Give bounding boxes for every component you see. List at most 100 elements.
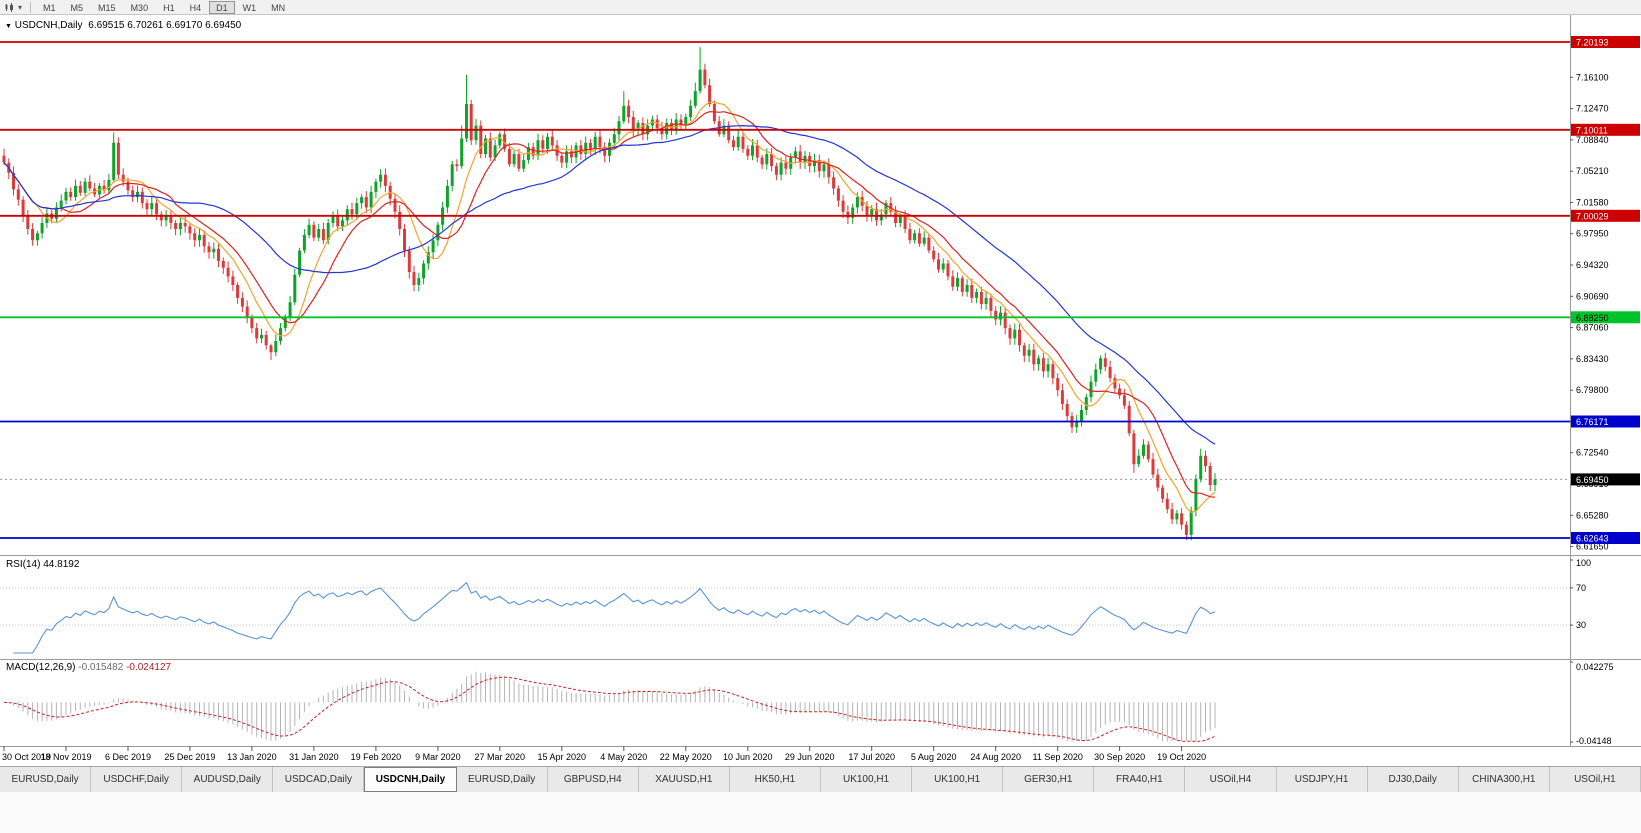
timeframe-buttons: M1 M5 M15 M30 H1 H4 D1 W1 MN bbox=[36, 0, 292, 14]
svg-text:6 Dec 2019: 6 Dec 2019 bbox=[105, 752, 151, 762]
timeframe-button-mn[interactable]: MN bbox=[271, 2, 286, 13]
price-chart-canvas[interactable]: 7.16100 7.12470 7.08840 7.05210 7.01580 6.979… bbox=[0, 15, 1641, 766]
chart-tab-6-gbpusd-h4[interactable]: GBPUSD,H4 bbox=[547, 767, 639, 792]
svg-text:17 Jul 2020: 17 Jul 2020 bbox=[848, 752, 895, 762]
svg-text:6.87060: 6.87060 bbox=[1576, 323, 1609, 333]
macd-signal-line bbox=[3, 676, 1216, 742]
rsi-indicator-label: RSI(14) 44.8192 bbox=[6, 559, 79, 570]
svg-text:27 Mar 2020: 27 Mar 2020 bbox=[475, 752, 526, 762]
toolbar-separator bbox=[30, 1, 32, 13]
timeframe-button-m30[interactable]: M30 bbox=[130, 2, 149, 13]
chart-title: ▼ USDCNH,Daily 6.69515 6.70261 6.69170 6… bbox=[5, 20, 241, 31]
window-background bbox=[0, 792, 1641, 833]
svg-text:30 Sep 2020: 30 Sep 2020 bbox=[1094, 752, 1145, 762]
svg-text:100: 100 bbox=[1576, 558, 1591, 568]
rsi-panel: 100 70 30 bbox=[0, 558, 1591, 654]
svg-text:29 Jun 2020: 29 Jun 2020 bbox=[785, 752, 835, 762]
svg-text:0.042275: 0.042275 bbox=[1576, 662, 1614, 672]
timeframe-button-w1[interactable]: W1 bbox=[242, 2, 257, 13]
macd-indicator-label: MACD(12,26,9) -0.015482 -0.024127 bbox=[6, 662, 171, 673]
svg-text:19 Feb 2020: 19 Feb 2020 bbox=[351, 752, 402, 762]
svg-text:7.05210: 7.05210 bbox=[1576, 166, 1609, 176]
chart-tab-9-uk100-h1[interactable]: UK100,H1 bbox=[820, 767, 913, 792]
chart-tab-1-usdchf-daily[interactable]: USDCHF,Daily bbox=[91, 767, 183, 792]
moving-average-lines bbox=[3, 101, 1216, 513]
svg-text:10 Jun 2020: 10 Jun 2020 bbox=[723, 752, 773, 762]
svg-text:6.79800: 6.79800 bbox=[1576, 385, 1609, 395]
panel-dividers bbox=[0, 15, 1641, 747]
svg-text:30 Oct 2019: 30 Oct 2019 bbox=[2, 752, 51, 762]
svg-text:4 May 2020: 4 May 2020 bbox=[600, 752, 647, 762]
chart-tab-7-xauusd-h1[interactable]: XAUUSD,H1 bbox=[638, 767, 730, 792]
rsi-name: RSI(14) bbox=[6, 559, 41, 570]
svg-text:13 Jan 2020: 13 Jan 2020 bbox=[227, 752, 277, 762]
chart-title-ohlc: 6.69515 6.70261 6.69170 6.69450 bbox=[88, 20, 242, 31]
svg-text:6.61650: 6.61650 bbox=[1576, 542, 1609, 552]
chart-tab-5-eurusd-daily[interactable]: EURUSD,Daily bbox=[456, 767, 548, 792]
macd-value-signal: -0.024127 bbox=[126, 662, 172, 673]
svg-text:5 Aug 2020: 5 Aug 2020 bbox=[911, 752, 957, 762]
svg-text:6.69450: 6.69450 bbox=[1576, 475, 1609, 485]
chart-tab-4-usdcnh-daily[interactable]: USDCNH,Daily bbox=[364, 767, 457, 792]
rsi-value: 44.8192 bbox=[43, 559, 80, 570]
svg-text:11 Sep 2020: 11 Sep 2020 bbox=[1033, 752, 1083, 762]
timeframe-button-m1[interactable]: M1 bbox=[43, 2, 56, 13]
svg-text:7.12470: 7.12470 bbox=[1576, 104, 1609, 114]
chart-tab-14-usdjpy-h1[interactable]: USDJPY,H1 bbox=[1276, 767, 1368, 792]
svg-text:25 Dec 2019: 25 Dec 2019 bbox=[164, 752, 215, 762]
svg-text:6.76171: 6.76171 bbox=[1576, 417, 1609, 427]
svg-text:6.83430: 6.83430 bbox=[1576, 354, 1609, 364]
chart-tab-3-usdcad-daily[interactable]: USDCAD,Daily bbox=[273, 767, 365, 792]
svg-text:24 Aug 2020: 24 Aug 2020 bbox=[970, 752, 1021, 762]
svg-text:7.01580: 7.01580 bbox=[1576, 198, 1609, 208]
chart-title-symbol: USDCNH,Daily bbox=[14, 20, 83, 31]
svg-text:6.62643: 6.62643 bbox=[1576, 534, 1609, 544]
timeframe-button-h4[interactable]: H4 bbox=[189, 2, 202, 13]
svg-text:22 May 2020: 22 May 2020 bbox=[660, 752, 712, 762]
candlestick-series bbox=[2, 47, 1217, 541]
horizontal-level-lines[interactable] bbox=[0, 41, 1570, 539]
svg-text:7.20193: 7.20193 bbox=[1576, 38, 1609, 48]
chart-type-dropdown-icon[interactable]: ▾ bbox=[18, 2, 23, 12]
svg-text:15 Apr 2020: 15 Apr 2020 bbox=[538, 752, 587, 762]
chart-tab-bar: EURUSD,Daily USDCHF,Daily AUDUSD,Daily USDC… bbox=[0, 766, 1641, 792]
rsi-line bbox=[13, 581, 1216, 654]
svg-text:-0.04148: -0.04148 bbox=[1576, 736, 1612, 746]
svg-text:6.90690: 6.90690 bbox=[1576, 291, 1609, 301]
chart-tab-10-uk100-h1[interactable]: UK100,H1 bbox=[912, 767, 1004, 792]
toolbar: ▾ M1 M5 M15 M30 H1 H4 D1 W1 MN bbox=[0, 0, 1641, 15]
svg-text:30: 30 bbox=[1576, 620, 1586, 630]
svg-text:7.16100: 7.16100 bbox=[1576, 72, 1609, 82]
chart-tab-8-hk50-h1[interactable]: HK50,H1 bbox=[729, 767, 821, 792]
svg-text:70: 70 bbox=[1576, 583, 1586, 593]
svg-text:19 Oct 2020: 19 Oct 2020 bbox=[1157, 752, 1206, 762]
chart-tab-17-usoil-h1[interactable]: USOil,H1 bbox=[1549, 767, 1641, 792]
timeframe-button-m15[interactable]: M15 bbox=[98, 2, 116, 13]
timeframe-button-m5[interactable]: M5 bbox=[70, 2, 84, 13]
chart-tab-12-fra40-h1[interactable]: FRA40,H1 bbox=[1094, 767, 1186, 792]
chart-tab-0-eurusd-daily[interactable]: EURUSD,Daily bbox=[0, 767, 92, 792]
macd-name: MACD(12,26,9) bbox=[6, 662, 76, 673]
timeframe-button-h1[interactable]: H1 bbox=[163, 2, 175, 13]
chart-tab-2-audusd-daily[interactable]: AUDUSD,Daily bbox=[182, 767, 274, 792]
svg-text:31 Jan 2020: 31 Jan 2020 bbox=[289, 752, 339, 762]
svg-text:6.94320: 6.94320 bbox=[1576, 260, 1609, 270]
symbol-dropdown-icon[interactable]: ▼ bbox=[5, 23, 12, 30]
svg-text:18 Nov 2019: 18 Nov 2019 bbox=[40, 752, 91, 762]
svg-text:6.97950: 6.97950 bbox=[1576, 229, 1609, 239]
svg-text:6.72540: 6.72540 bbox=[1576, 448, 1609, 458]
chart-tab-16-china300-h1[interactable]: CHINA300,H1 bbox=[1458, 767, 1550, 792]
chart-tab-11-ger30-h1[interactable]: GER30,H1 bbox=[1003, 767, 1095, 792]
macd-histogram bbox=[8, 671, 1216, 742]
chart-type-icon[interactable] bbox=[4, 2, 17, 13]
svg-text:7.00029: 7.00029 bbox=[1576, 211, 1609, 221]
chart-tab-13-usoil-h4[interactable]: USOil,H4 bbox=[1185, 767, 1277, 792]
svg-text:7.08840: 7.08840 bbox=[1576, 135, 1609, 145]
chart-tab-15-dj30-daily[interactable]: DJ30,Daily bbox=[1367, 767, 1459, 792]
svg-text:9 Mar 2020: 9 Mar 2020 bbox=[415, 752, 461, 762]
price-tags: 7.20193 7.10011 7.00029 6.88250 6.76171 6.626… bbox=[1571, 36, 1640, 544]
svg-text:6.88250: 6.88250 bbox=[1576, 313, 1609, 323]
timeframe-button-d1[interactable]: D1 bbox=[209, 0, 235, 14]
